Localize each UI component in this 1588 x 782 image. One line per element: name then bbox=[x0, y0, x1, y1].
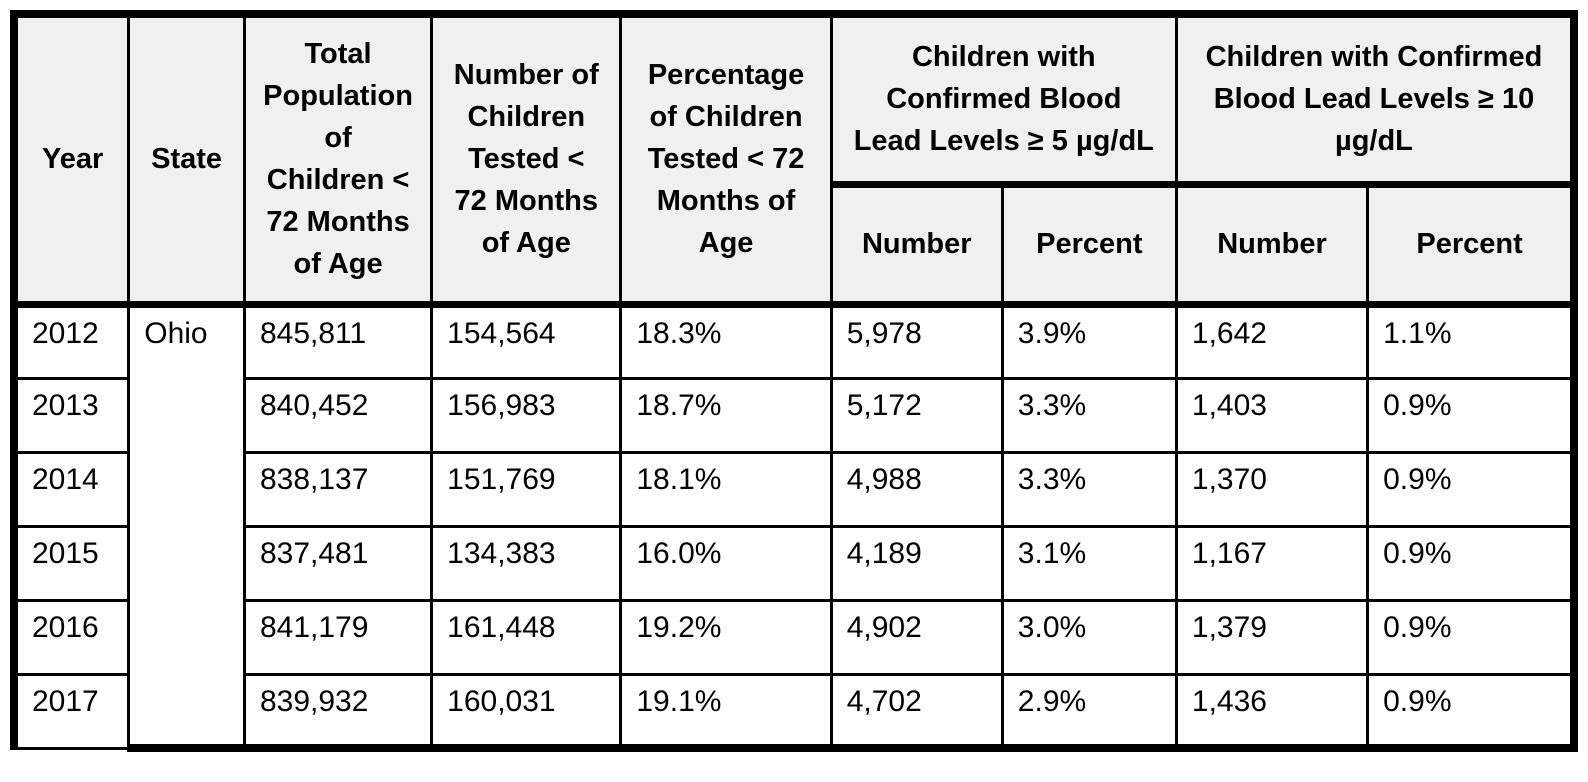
cell-year: 2015 bbox=[10, 524, 131, 602]
cell-bll10-number: 1,642 bbox=[1174, 302, 1370, 380]
cell-number-tested: 151,769 bbox=[430, 450, 623, 528]
cell-bll10-number: 1,167 bbox=[1174, 524, 1370, 602]
cell-year: 2012 bbox=[10, 302, 131, 380]
blood-lead-levels-table: Year State Total Population of Children … bbox=[10, 10, 1579, 752]
cell-percentage-tested: 18.7% bbox=[619, 376, 833, 454]
cell-total-population: 838,137 bbox=[242, 450, 434, 528]
subheader-bll5-percent: Percent bbox=[1000, 182, 1178, 308]
cell-total-population: 837,481 bbox=[242, 524, 434, 602]
table-row-2012: 2012 Ohio 845,811 154,564 18.3% 5,978 3.… bbox=[10, 302, 1579, 752]
cell-bll5-number: 4,189 bbox=[829, 524, 1004, 602]
cell-number-tested: 154,564 bbox=[430, 302, 623, 380]
table-row-2016: 2016 841,179 161,448 19.2% 4,902 3.0% 1,… bbox=[10, 598, 1579, 676]
cell-bll5-percent: 3.1% bbox=[1000, 524, 1178, 602]
cell-bll5-number: 4,702 bbox=[829, 672, 1004, 752]
cell-number-tested: 134,383 bbox=[430, 524, 623, 602]
header-row-groups: Year State Total Population of Children … bbox=[10, 10, 1578, 308]
cell-percentage-tested: 19.1% bbox=[619, 672, 833, 752]
cell-bll5-percent: 3.3% bbox=[1000, 450, 1178, 528]
header-group-bll10: Children with Confirmed Blood Lead Level… bbox=[1174, 10, 1578, 188]
cell-percentage-tested: 16.0% bbox=[619, 524, 833, 602]
cell-bll10-percent: 1.1% bbox=[1366, 302, 1579, 380]
subheader-bll10-number: Number bbox=[1174, 182, 1370, 308]
header-row-subcolumns: Number Percent Number Percent bbox=[14, 182, 1579, 308]
cell-total-population: 840,452 bbox=[242, 376, 434, 454]
cell-percentage-tested: 18.1% bbox=[619, 450, 833, 528]
cell-bll10-number: 1,370 bbox=[1174, 450, 1370, 528]
cell-bll10-percent: 0.9% bbox=[1366, 598, 1579, 676]
cell-year: 2016 bbox=[10, 598, 131, 676]
cell-bll5-number: 5,978 bbox=[829, 302, 1004, 380]
cell-bll5-number: 5,172 bbox=[829, 376, 1004, 454]
cell-bll5-number: 4,988 bbox=[829, 450, 1004, 528]
header-group-bll5: Children with Confirmed Blood Lead Level… bbox=[829, 10, 1178, 188]
cell-state: Ohio bbox=[127, 302, 246, 752]
header-number-tested: Number of Children Tested < 72 Months of… bbox=[430, 10, 623, 308]
cell-bll10-number: 1,379 bbox=[1174, 598, 1370, 676]
cell-bll10-number: 1,436 bbox=[1174, 672, 1370, 752]
cell-bll5-percent: 3.0% bbox=[1000, 598, 1178, 676]
cell-bll10-percent: 0.9% bbox=[1366, 376, 1579, 454]
cell-number-tested: 156,983 bbox=[430, 376, 623, 454]
table-body: 2012 Ohio 845,811 154,564 18.3% 5,978 3.… bbox=[10, 302, 1579, 752]
header-year: Year bbox=[10, 10, 131, 308]
table-row-2014: 2014 838,137 151,769 18.1% 4,988 3.3% 1,… bbox=[10, 450, 1579, 528]
cell-bll5-percent: 2.9% bbox=[1000, 672, 1178, 752]
cell-bll10-percent: 0.9% bbox=[1366, 672, 1579, 752]
cell-bll5-percent: 3.3% bbox=[1000, 376, 1178, 454]
cell-bll5-percent: 3.9% bbox=[1000, 302, 1178, 380]
subheader-bll10-percent: Percent bbox=[1366, 182, 1579, 308]
header-percentage-tested: Percentage of Children Tested < 72 Month… bbox=[619, 10, 833, 308]
table-header: Year State Total Population of Children … bbox=[10, 10, 1579, 308]
cell-bll10-percent: 0.9% bbox=[1366, 450, 1579, 528]
header-state: State bbox=[127, 10, 246, 308]
table-row-2015: 2015 837,481 134,383 16.0% 4,189 3.1% 1,… bbox=[10, 524, 1579, 602]
cell-percentage-tested: 18.3% bbox=[619, 302, 833, 380]
cell-bll10-number: 1,403 bbox=[1174, 376, 1370, 454]
table-row-2017: 2017 839,932 160,031 19.1% 4,702 2.9% 1,… bbox=[10, 672, 1579, 752]
cell-total-population: 845,811 bbox=[242, 302, 434, 380]
cell-total-population: 841,179 bbox=[242, 598, 434, 676]
cell-year: 2013 bbox=[10, 376, 131, 454]
cell-percentage-tested: 19.2% bbox=[619, 598, 833, 676]
cell-number-tested: 160,031 bbox=[430, 672, 623, 752]
cell-year: 2017 bbox=[10, 672, 131, 750]
cell-total-population: 839,932 bbox=[242, 672, 434, 752]
cell-year: 2014 bbox=[10, 450, 131, 528]
header-total-population: Total Population of Children < 72 Months… bbox=[242, 10, 434, 308]
subheader-bll5-number: Number bbox=[829, 182, 1004, 308]
cell-number-tested: 161,448 bbox=[430, 598, 623, 676]
cell-bll5-number: 4,902 bbox=[829, 598, 1004, 676]
table-row-2013: 2013 840,452 156,983 18.7% 5,172 3.3% 1,… bbox=[10, 376, 1579, 454]
cell-bll10-percent: 0.9% bbox=[1366, 524, 1579, 602]
